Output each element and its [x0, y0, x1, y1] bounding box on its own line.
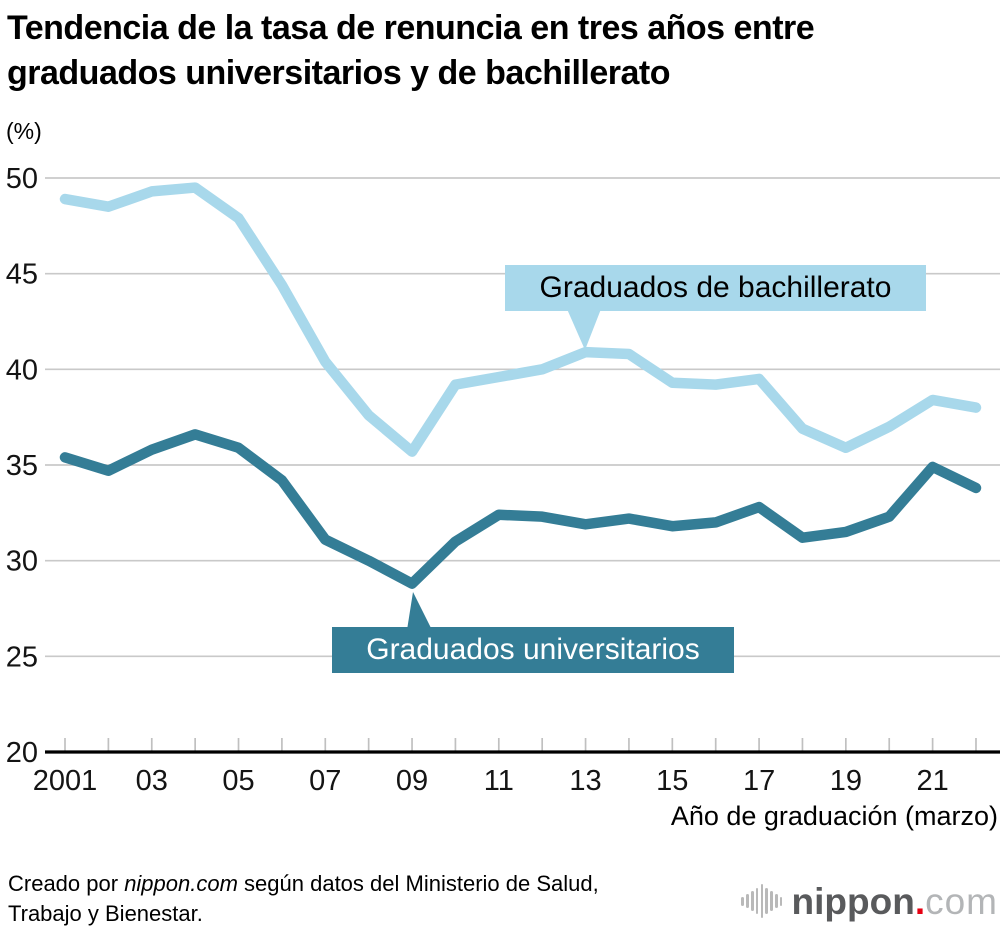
credit-line2: Trabajo y Bienestar.: [8, 901, 203, 926]
callout-bachillerato-tail: [567, 309, 601, 350]
y-tick-label-20: 20: [6, 737, 38, 769]
soundwave-icon: [741, 884, 784, 918]
y-axis-unit-label: (%): [6, 118, 42, 144]
x-tick-label-07: 07: [309, 765, 341, 797]
callout-universitarios-tail: [407, 592, 432, 630]
x-tick-label-17: 17: [743, 765, 775, 797]
x-axis-title: Año de graduación (marzo): [670, 801, 998, 831]
credit-prefix: Creado por: [8, 871, 125, 896]
x-tick-label-11: 11: [484, 765, 514, 797]
x-tick-label-2001: 2001: [33, 765, 98, 797]
x-tick-label-05: 05: [222, 765, 254, 797]
series-line-0: [59, 182, 982, 457]
x-tick-label-13: 13: [569, 765, 601, 797]
y-tick-label-45: 45: [6, 259, 38, 291]
chart-title-line2: graduados universitarios y de bachillera…: [7, 54, 670, 92]
callout-bachillerato-label: Graduados de bachillerato: [539, 271, 892, 304]
logo-wordmark: nippon: [791, 880, 915, 922]
chart-title-line1: Tendencia de la tasa de renuncia en tres…: [7, 9, 815, 47]
nippon-logo: nippon.com: [741, 878, 998, 924]
y-tick-label-50: 50: [6, 163, 38, 195]
y-tick-label-25: 25: [6, 641, 38, 673]
x-tick-label-09: 09: [396, 765, 428, 797]
source-credit: Creado por nippon.com según datos del Mi…: [8, 869, 698, 929]
series-line-1: [59, 429, 982, 589]
x-tick-label-21: 21: [916, 765, 948, 797]
callout-bachillerato: Graduados de bachillerato: [505, 265, 926, 311]
y-tick-label-35: 35: [6, 450, 38, 482]
callout-universitarios-label: Graduados universitarios: [366, 633, 700, 666]
x-tick-label-03: 03: [136, 765, 168, 797]
credit-brand: nippon.com: [124, 871, 238, 896]
chart-title: Tendencia de la tasa de renuncia en tres…: [7, 6, 995, 96]
y-tick-label-40: 40: [6, 354, 38, 386]
logo-dot: .: [914, 880, 926, 922]
x-tick-label-19: 19: [830, 765, 862, 797]
y-tick-label-30: 30: [6, 546, 38, 578]
credit-suffix: según datos del Ministerio de Salud,: [237, 871, 599, 896]
callout-universitarios: Graduados universitarios: [332, 627, 734, 673]
x-tick-label-15: 15: [656, 765, 688, 797]
logo-tld: com: [925, 880, 998, 922]
